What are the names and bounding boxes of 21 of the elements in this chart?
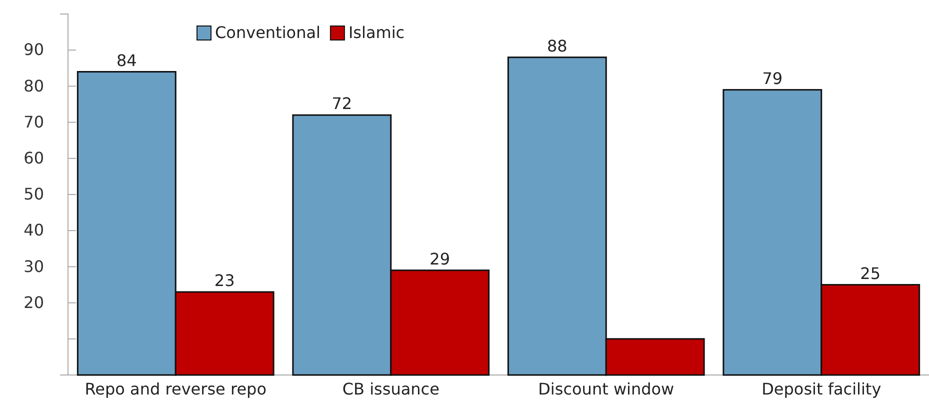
y-tick-label: 70 xyxy=(24,112,44,132)
data-label: 23 xyxy=(214,270,235,290)
y-tick-label: 80 xyxy=(24,76,44,96)
data-label: 72 xyxy=(332,94,352,114)
y-tick-label: 20 xyxy=(24,292,44,312)
data-label: 84 xyxy=(116,50,137,70)
y-tick-label: 60 xyxy=(24,148,44,168)
y-tick-label: 30 xyxy=(24,256,44,276)
data-label: 29 xyxy=(430,249,450,268)
data-label: 88 xyxy=(546,36,568,56)
data-label: 25 xyxy=(860,264,881,283)
legend-label: Conventional xyxy=(215,23,320,42)
y-tick-label: 50 xyxy=(24,184,44,204)
x-tick-label: Repo and reverse repo xyxy=(84,379,266,398)
y-tick-label: 40 xyxy=(24,220,44,240)
x-tick-label: CB issuance xyxy=(342,379,440,398)
y-tick-label: 90 xyxy=(24,40,44,60)
legend-label: Islamic xyxy=(348,23,405,42)
data-label: 79 xyxy=(762,68,783,88)
x-tick-label: Deposit facility xyxy=(762,379,882,398)
x-tick-label: Discount window xyxy=(538,379,674,398)
